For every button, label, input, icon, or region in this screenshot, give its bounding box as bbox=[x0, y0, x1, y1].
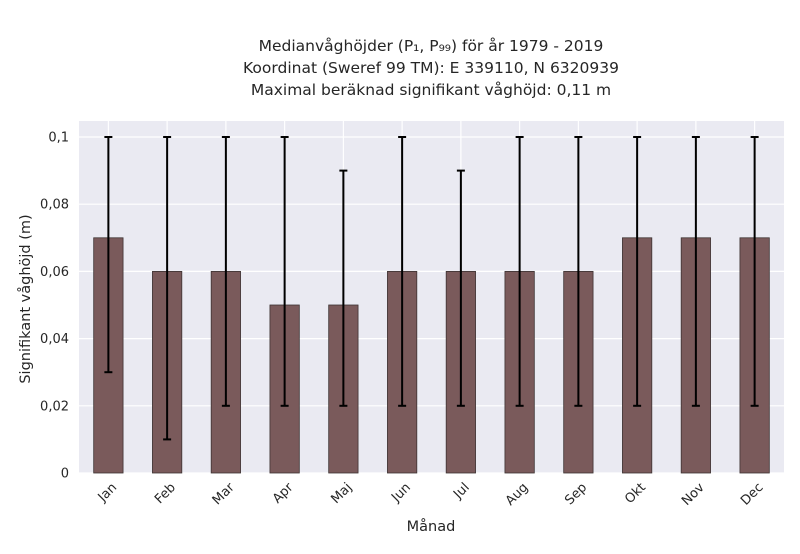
x-tick-label: Jul bbox=[450, 480, 472, 502]
y-tick-label: 0,08 bbox=[40, 198, 69, 213]
error-bar-aug bbox=[515, 136, 524, 407]
x-tick-label: Okt bbox=[622, 480, 649, 507]
x-tick-label: Sep bbox=[562, 480, 590, 508]
y-tick-label: 0 bbox=[61, 467, 69, 482]
error-bar-jun bbox=[398, 136, 407, 407]
chart-title: Medianvåghöjder (P₁, P₉₉) för år 1979 - … bbox=[243, 37, 619, 99]
x-axis-ticks: Jan Feb Mar Apr Maj Jun Jul Aug Sep Okt Nov Dec bbox=[95, 480, 767, 509]
error-bar-sep bbox=[574, 136, 583, 407]
error-bar-jan bbox=[104, 136, 113, 374]
chart-title-line: Koordinat (Sweref 99 TM): E 339110, N 63… bbox=[243, 59, 619, 77]
y-tick-label: 0,02 bbox=[40, 399, 69, 414]
plot-background bbox=[79, 121, 784, 473]
error-bars bbox=[104, 136, 759, 441]
y-axis-ticks: 0 0,02 0,04 0,06 0,08 0,1 bbox=[40, 131, 69, 482]
x-tick-label: Aug bbox=[503, 480, 532, 509]
y-tick-label: 0,1 bbox=[48, 131, 69, 146]
x-tick-label: Nov bbox=[679, 480, 708, 509]
error-bar-feb bbox=[163, 136, 172, 441]
y-axis-label: Signifikant våghöjd (m) bbox=[17, 214, 34, 383]
x-tick-label: Dec bbox=[738, 480, 766, 508]
x-tick-label: Apr bbox=[270, 480, 297, 507]
chart-title-line: Medianvåghöjder (P₁, P₉₉) för år 1979 - … bbox=[259, 37, 604, 55]
x-tick-label: Jan bbox=[95, 480, 120, 505]
error-bar-mar bbox=[221, 136, 230, 407]
x-tick-label: Mar bbox=[210, 480, 238, 508]
error-bar-dec bbox=[750, 136, 759, 407]
chart-title-line: Maximal beräknad signifikant våghöjd: 0,… bbox=[251, 81, 611, 99]
error-bar-nov bbox=[691, 136, 700, 407]
error-bar-maj bbox=[339, 169, 348, 407]
x-tick-label: Maj bbox=[328, 480, 355, 507]
y-tick-label: 0,04 bbox=[40, 332, 69, 347]
error-bar-apr bbox=[280, 136, 289, 407]
x-tick-label: Feb bbox=[152, 480, 179, 507]
x-tick-label: Jun bbox=[388, 480, 414, 506]
error-bar-okt bbox=[633, 136, 642, 407]
x-axis-label: Månad bbox=[407, 518, 456, 535]
error-bar-jul bbox=[456, 169, 465, 407]
y-tick-label: 0,06 bbox=[40, 265, 69, 280]
